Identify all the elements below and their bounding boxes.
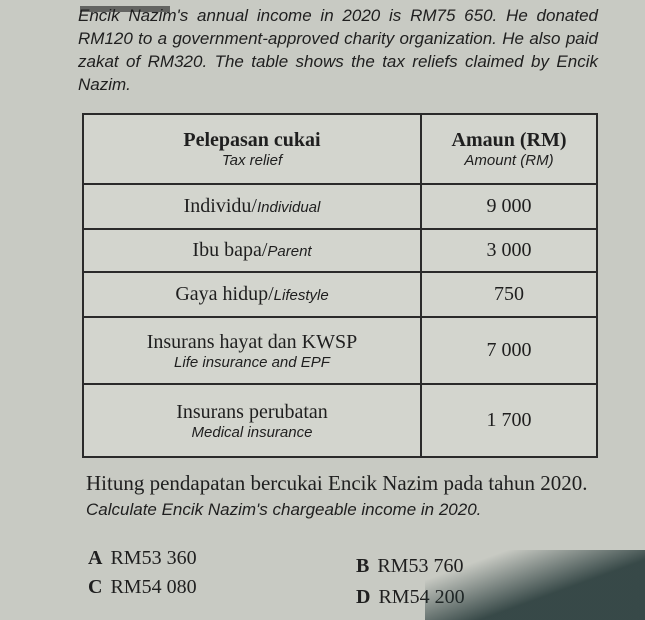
intro-text: Encik Nazim's annual income in 2020 is R… [78,6,598,94]
option-c[interactable]: C RM54 080 [88,576,197,599]
table-row: Insurans hayat dan KWSP Life insurance an… [82,316,598,385]
relief-ms: Ibu bapa/ [192,239,268,261]
header-tax-relief: Pelepasan cukai Tax relief [82,113,422,185]
question: Hitung pendapatan bercukai Encik Nazim p… [86,470,598,520]
option-d[interactable]: D RM54 200 [356,586,465,609]
table-row: Gaya hidup/Lifestyle 750 [82,271,598,318]
option-text: RM54 200 [378,586,465,608]
question-intro: Encik Nazim's annual income in 2020 is R… [78,4,598,96]
relief-cell: Insurans perubatan Medical insurance [82,383,422,458]
question-en: Calculate Encik Nazim's chargeable incom… [86,500,482,519]
option-letter: A [88,547,103,569]
option-letter: C [88,576,103,598]
relief-en: Lifestyle [273,287,329,304]
relief-cell: Insurans hayat dan KWSP Life insurance an… [82,316,422,385]
table-row: Ibu bapa/Parent 3 000 [82,228,598,273]
header-en: Tax relief [221,152,283,169]
option-letter: D [356,586,371,608]
header-ms: Amaun (RM) [451,129,567,151]
relief-cell: Individu/Individual [82,183,422,230]
relief-en: Parent [267,243,312,260]
option-b[interactable]: B RM53 760 [356,555,463,578]
relief-ms: Gaya hidup/ [175,283,274,305]
relief-cell: Ibu bapa/Parent [82,228,422,273]
relief-en: Medical insurance [191,423,313,441]
option-a[interactable]: A RM53 360 [88,547,197,570]
cropped-previous-line [80,0,170,12]
relief-ms: Insurans perubatan [176,400,328,423]
relief-en: Life insurance and EPF [174,353,330,371]
table-row: Insurans perubatan Medical insurance 1 70… [82,383,598,458]
option-letter: B [356,555,370,577]
option-text: RM53 360 [110,547,197,569]
question-ms: Hitung pendapatan bercukai Encik Nazim p… [86,471,588,495]
table-header-row: Pelepasan cukai Tax relief Amaun (RM) Am… [82,113,598,185]
relief-cell: Gaya hidup/Lifestyle [82,271,422,318]
amount-cell: 750 [420,271,598,318]
header-ms: Pelepasan cukai [183,129,321,151]
header-amount: Amaun (RM) Amount (RM) [420,113,598,185]
tax-relief-table: Pelepasan cukai Tax relief Amaun (RM) Am… [82,113,598,458]
option-text: RM54 080 [110,576,197,598]
relief-ms: Insurans hayat dan KWSP [146,330,358,353]
relief-ms: Individu/ [183,195,257,217]
amount-cell: 7 000 [420,316,598,385]
amount-cell: 3 000 [420,228,598,273]
header-en: Amount (RM) [464,152,554,169]
amount-cell: 9 000 [420,183,598,230]
amount-cell: 1 700 [420,383,598,458]
relief-en: Individual [256,199,321,216]
table-row: Individu/Individual 9 000 [82,183,598,230]
option-text: RM53 760 [377,555,464,577]
